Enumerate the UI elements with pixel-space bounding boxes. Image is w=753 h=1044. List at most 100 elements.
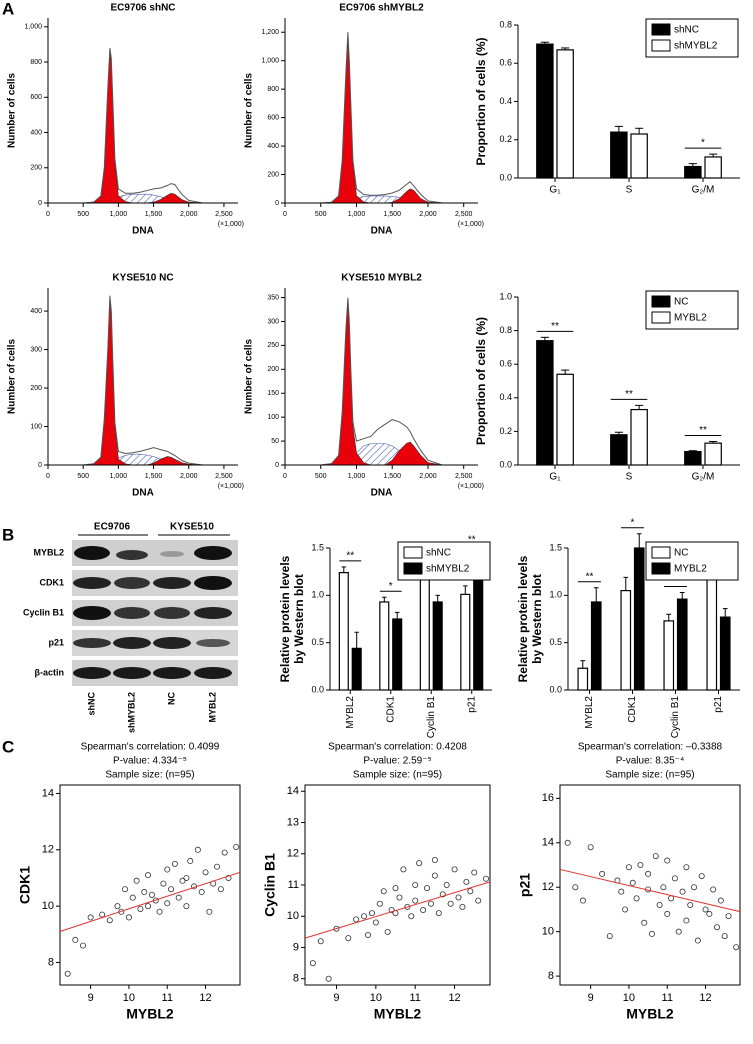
x-tick-label: 12	[199, 992, 211, 1004]
panel-letter: C	[2, 737, 14, 756]
dna-profile	[285, 302, 478, 466]
significance-label: **	[699, 425, 707, 436]
y-tick-label: 1.0	[549, 590, 562, 600]
point	[194, 846, 201, 853]
point	[572, 884, 579, 891]
y-axis-label: by Western blot	[530, 574, 544, 664]
point	[404, 903, 411, 910]
y-tick-label: 600	[30, 94, 42, 101]
x-tick-label: 1,500	[145, 473, 163, 480]
point	[451, 866, 458, 873]
x-tick-label: 2,500	[215, 473, 233, 480]
dna-profile	[285, 443, 478, 466]
y-tick-label: 10	[287, 910, 299, 922]
y-axis-label: by Western blot	[292, 574, 306, 664]
point	[637, 862, 644, 869]
point	[459, 903, 466, 910]
point	[175, 894, 182, 901]
legend-label: MYBL2	[674, 313, 707, 324]
bar	[633, 547, 645, 691]
fit-line	[59, 871, 241, 932]
legend-swatch	[403, 562, 423, 575]
point	[471, 869, 478, 876]
x-tick-label: 9	[88, 992, 94, 1004]
x-tick-label: MYBL2	[584, 696, 595, 729]
dna-profile	[285, 195, 478, 204]
y-tick-label: 1.5	[311, 542, 324, 552]
point	[668, 895, 675, 902]
point	[345, 935, 352, 942]
x-tick-label: 10	[623, 992, 635, 1004]
point	[625, 864, 632, 871]
blot-group: KYSE510	[170, 522, 214, 533]
legend-label: MYBL2	[674, 564, 707, 575]
point	[148, 891, 155, 898]
x-tick-label: 1,000	[110, 473, 128, 480]
y-tick-label: 100	[30, 423, 42, 430]
point	[683, 864, 690, 871]
y-tick-label: 200	[30, 385, 42, 392]
point	[587, 844, 594, 851]
bar	[379, 601, 390, 691]
plot-frame	[559, 784, 741, 986]
y-tick-label: 0	[275, 462, 279, 469]
significance-label: **	[625, 389, 633, 400]
point	[660, 884, 667, 891]
significance-label: *	[701, 138, 705, 149]
point	[679, 888, 686, 895]
y-tick-label: 0.5	[549, 637, 562, 647]
point	[431, 872, 438, 879]
point	[133, 877, 140, 884]
point	[129, 894, 136, 901]
stats-line: Spearman's correlation: –0.3388	[578, 742, 723, 753]
x-tick-label: 10	[123, 992, 135, 1004]
bar	[719, 616, 731, 691]
significance-label: *	[389, 581, 393, 592]
point	[694, 937, 701, 944]
y-tick-label: 0	[38, 200, 42, 207]
point	[656, 902, 663, 909]
blot-lane-label: shMYBL2	[126, 692, 136, 733]
x-tick-label: 1,500	[145, 211, 163, 218]
point	[455, 894, 462, 901]
x-tick-label: 0	[283, 211, 287, 218]
y-tick-label: 0.6	[499, 58, 512, 68]
stats-line: Spearman's correlation: 0.4208	[328, 742, 467, 753]
point	[687, 902, 694, 909]
point	[463, 878, 470, 885]
point	[156, 908, 163, 915]
bar	[590, 601, 602, 691]
y-tick-label: 12	[542, 881, 554, 893]
point	[483, 875, 490, 882]
x-tick-label: 2,500	[455, 473, 473, 480]
x-tick-label: S	[626, 472, 633, 483]
x-tick-label: G₂/M	[692, 185, 715, 196]
y-tick-label: 12	[287, 848, 299, 860]
x-tick-label: G₂/M	[692, 472, 715, 483]
point	[427, 900, 434, 907]
x-axis-note: (×1,000)	[218, 483, 244, 490]
point	[698, 873, 705, 880]
legend-swatch	[651, 39, 671, 52]
x-tick-label: Cyclin B1	[426, 696, 437, 739]
bar	[684, 450, 702, 466]
point	[675, 928, 682, 935]
point	[325, 975, 332, 982]
point	[225, 874, 232, 881]
bar	[704, 442, 722, 466]
y-tick-label: 0.0	[311, 684, 324, 694]
y-axis-label: Cyclin B1	[262, 853, 278, 917]
x-tick-label: 500	[77, 473, 89, 480]
bar	[630, 408, 648, 466]
x-tick-label: 0	[46, 473, 50, 480]
significance-label: *	[631, 517, 635, 528]
legend-label: shMYBL2	[674, 41, 718, 52]
y-tick-label: 13	[287, 816, 299, 828]
x-tick-label: 2,000	[419, 473, 437, 480]
point	[364, 932, 371, 939]
y-tick-label: 0.4	[499, 392, 512, 402]
legend-label: shNC	[674, 25, 699, 36]
y-axis-label: Proportion of cells (%)	[474, 37, 488, 165]
blot-lane-label: MYBL2	[207, 692, 217, 723]
point	[79, 942, 86, 949]
